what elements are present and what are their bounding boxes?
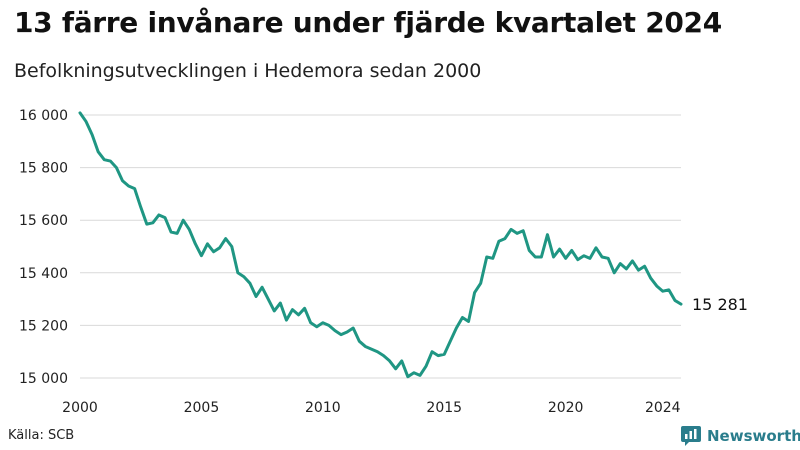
- population-series-line: [78, 111, 683, 379]
- x-tick-label: 2020: [548, 400, 584, 416]
- chart-title: 13 färre invånare under fjärde kvartalet…: [14, 6, 722, 39]
- brand-logo: Newsworthy: [680, 424, 800, 448]
- newsworthy-logo-icon: [681, 426, 701, 446]
- x-tick-label: 2000: [62, 400, 98, 416]
- chart-subtitle: Befolkningsutvecklingen i Hedemora sedan…: [14, 60, 482, 82]
- source-note: Källa: SCB: [8, 428, 75, 443]
- y-tick-label: 16 000: [19, 108, 68, 124]
- y-tick-label: 15 200: [19, 318, 68, 334]
- x-tick-label: 2005: [184, 400, 220, 416]
- grid-lines: [80, 114, 681, 379]
- y-tick-label: 15 400: [19, 266, 68, 282]
- y-tick-label: 15 800: [19, 161, 68, 177]
- y-tick-label: 15 600: [19, 213, 68, 229]
- x-tick-label: 2024: [645, 400, 681, 416]
- x-tick-label: 2010: [305, 400, 341, 416]
- x-tick-label: 2015: [426, 400, 462, 416]
- brand-name: Newsworthy: [707, 427, 800, 445]
- y-tick-label: 15 000: [19, 371, 68, 387]
- x-axis-labels: 2000 2005 2010 2015 2020 2024: [62, 400, 681, 416]
- y-axis-labels: 15 000 15 200 15 400 15 600 15 800 16 000: [19, 108, 68, 387]
- end-value-label: 15 281: [692, 295, 748, 314]
